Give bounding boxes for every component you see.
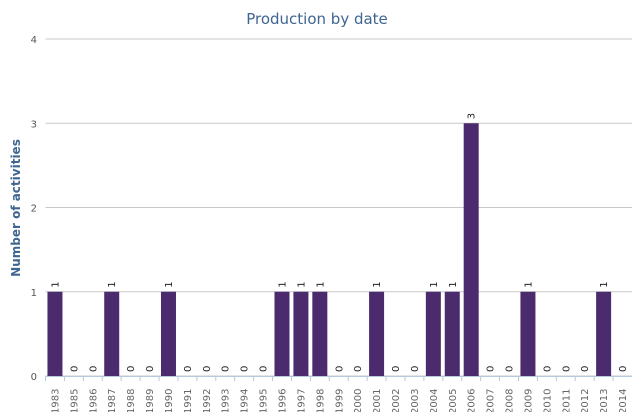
- data-label-1988: 0: [126, 366, 137, 372]
- x-tick-label: 2010: [542, 389, 553, 412]
- x-tick-label: 1989: [145, 389, 156, 412]
- data-label-2010: 0: [542, 366, 553, 372]
- x-tick-label: 2004: [429, 389, 440, 412]
- data-label-2001: 1: [372, 281, 383, 287]
- x-tick-label: 1992: [202, 389, 213, 412]
- bar-1998: [312, 291, 328, 376]
- x-tick-label: 2003: [410, 389, 421, 412]
- data-label-1992: 0: [202, 366, 213, 372]
- x-tick-label: 1986: [88, 389, 99, 412]
- data-label-2009: 1: [523, 281, 534, 287]
- data-label-1983: 1: [50, 281, 61, 287]
- y-tick-label: 2: [31, 204, 37, 215]
- bar-1987: [104, 291, 120, 376]
- x-tick-label: 1999: [334, 389, 345, 412]
- y-axis-label: Number of activities: [9, 139, 23, 277]
- bar-2005: [444, 291, 460, 376]
- data-label-1994: 0: [240, 366, 251, 372]
- x-tick-label: 1985: [69, 389, 80, 412]
- data-label-1998: 1: [315, 281, 326, 287]
- chart-title: Production by date: [246, 10, 388, 28]
- y-tick-label: 3: [31, 119, 37, 130]
- data-label-1999: 0: [334, 366, 345, 372]
- bar-1997: [293, 291, 309, 376]
- data-label-1990: 1: [164, 281, 175, 287]
- x-tick-label: 1990: [164, 389, 175, 412]
- data-label-2003: 0: [410, 366, 421, 372]
- x-tick-label: 1988: [126, 389, 137, 412]
- y-tick-label: 4: [31, 35, 37, 46]
- data-label-1989: 0: [145, 366, 156, 372]
- data-label-2007: 0: [486, 366, 497, 372]
- x-tick-label: 2012: [580, 389, 591, 412]
- x-tick-label: 1993: [221, 389, 232, 412]
- x-tick-label: 2008: [505, 389, 516, 412]
- data-label-2002: 0: [391, 366, 402, 372]
- data-label-2013: 1: [599, 281, 610, 287]
- x-tick-label: 2006: [467, 389, 478, 412]
- x-tick-label: 2001: [372, 389, 383, 412]
- bar-1990: [160, 291, 176, 376]
- x-tick-label: 2014: [618, 389, 629, 412]
- x-tick-label: 2009: [523, 389, 534, 412]
- y-tick-label: 0: [31, 372, 37, 383]
- data-label-1997: 1: [296, 281, 307, 287]
- data-label-2008: 0: [505, 366, 516, 372]
- bar-1983: [47, 291, 63, 376]
- bar-2001: [369, 291, 385, 376]
- x-tick-label: 2005: [448, 389, 459, 412]
- bar-2009: [520, 291, 536, 376]
- bar-1996: [274, 291, 290, 376]
- data-label-2005: 1: [448, 281, 459, 287]
- data-label-1985: 0: [69, 366, 80, 372]
- data-label-2012: 0: [580, 366, 591, 372]
- x-tick-label: 1983: [50, 389, 61, 412]
- data-label-2014: 0: [618, 366, 629, 372]
- data-label-1993: 0: [221, 366, 232, 372]
- data-label-2011: 0: [561, 366, 572, 372]
- y-tick-label: 1: [31, 288, 37, 299]
- x-tick-label: 1987: [107, 389, 118, 412]
- data-label-2006: 3: [467, 113, 478, 119]
- x-tick-label: 2002: [391, 389, 402, 412]
- x-tick-label: 1991: [183, 389, 194, 412]
- x-tick-label: 1995: [259, 389, 270, 412]
- data-label-1991: 0: [183, 366, 194, 372]
- x-tick-label: 1996: [277, 389, 288, 412]
- data-label-1996: 1: [277, 281, 288, 287]
- x-tick-label: 1998: [315, 389, 326, 412]
- data-label-1986: 0: [88, 366, 99, 372]
- data-label-2000: 0: [353, 366, 364, 372]
- bar-2004: [425, 291, 441, 376]
- data-label-1987: 1: [107, 281, 118, 287]
- x-tick-label: 2000: [353, 389, 364, 412]
- x-tick-label: 2007: [486, 389, 497, 412]
- bar-2013: [596, 291, 612, 376]
- x-tick-label: 1997: [296, 389, 307, 412]
- bar-2006: [463, 123, 479, 376]
- data-label-2004: 1: [429, 281, 440, 287]
- x-tick-label: 2013: [599, 389, 610, 412]
- data-label-1995: 0: [259, 366, 270, 372]
- x-tick-label: 1994: [240, 389, 251, 412]
- x-tick-label: 2011: [561, 389, 572, 412]
